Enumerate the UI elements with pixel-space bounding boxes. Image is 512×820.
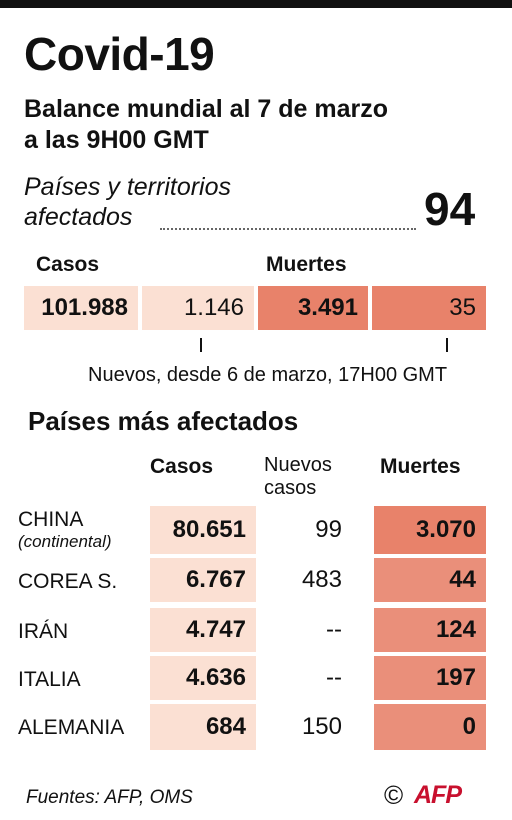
country-deaths: 44 — [374, 558, 486, 602]
country-cases: 4.636 — [150, 656, 256, 700]
country-new-cases: 99 — [315, 516, 342, 543]
countries-deaths-header: Muertes — [380, 455, 461, 478]
sources-note: Fuentes: AFP, OMS — [26, 787, 193, 808]
global-deaths-value: 3.491 — [258, 286, 368, 330]
new-cases-header-line-1: Nuevos — [264, 454, 332, 476]
global-cases-value: 101.988 — [24, 286, 138, 330]
country-new-cases: 150 — [301, 713, 342, 740]
countries-new-cases-header: Nuevos casos — [264, 454, 332, 500]
new-deaths-tick — [446, 338, 448, 352]
country-new-cases: 483 — [301, 566, 342, 593]
affected-label-line-1: Países y territorios — [24, 173, 232, 201]
top-rule — [0, 0, 512, 8]
subtitle-line-1: Balance mundial al 7 de marzo — [24, 95, 389, 123]
country-deaths: 197 — [374, 656, 486, 700]
country-name: ALEMANIA — [18, 716, 124, 740]
affected-label: Países y territorios afectados — [24, 172, 284, 232]
countries-cases-header: Casos — [150, 455, 214, 478]
country-label: COREA S. — [18, 570, 118, 593]
subtitle-line-2: a las 9H00 GMT — [24, 126, 209, 154]
country-label: CHINA — [18, 508, 84, 531]
page-title: Covid-19 — [24, 28, 215, 80]
global-new-deaths-value: 35 — [372, 286, 486, 330]
new-since-note: Nuevos, desde 6 de marzo, 17H00 GMT — [88, 364, 448, 386]
global-new-cases-value: 1.146 — [142, 286, 254, 330]
country-name: IRÁN — [18, 620, 68, 644]
country-name: COREA S. — [18, 570, 117, 594]
country-label: ITALIA — [18, 668, 81, 691]
subtitle: Balance mundial al 7 de marzo a las 9H00… — [24, 94, 494, 156]
country-deaths: 0 — [374, 704, 486, 750]
country-new-cases: -- — [326, 616, 342, 643]
new-cases-tick — [200, 338, 202, 352]
dotted-leader — [160, 228, 416, 230]
affected-label-line-2: afectados — [24, 203, 133, 231]
country-sublabel: (continental) — [18, 532, 112, 551]
copyright-icon: © — [384, 780, 404, 810]
country-deaths: 124 — [374, 608, 486, 652]
new-cases-header-line-2: casos — [264, 477, 317, 499]
afp-logo: AFP — [414, 781, 462, 809]
affected-count: 94 — [424, 183, 476, 235]
global-deaths-header: Muertes — [266, 253, 347, 276]
section-title: Países más afectados — [28, 406, 299, 436]
country-name: CHINA (continental) — [18, 508, 112, 552]
country-cases: 684 — [150, 704, 256, 750]
global-cases-header: Casos — [36, 253, 100, 276]
country-cases: 6.767 — [150, 558, 256, 602]
country-name: ITALIA — [18, 668, 81, 692]
country-cases: 4.747 — [150, 608, 256, 652]
country-label: IRÁN — [18, 620, 69, 643]
country-deaths: 3.070 — [374, 506, 486, 554]
country-new-cases: -- — [326, 664, 342, 691]
country-label: ALEMANIA — [18, 716, 125, 739]
country-cases: 80.651 — [150, 506, 256, 554]
